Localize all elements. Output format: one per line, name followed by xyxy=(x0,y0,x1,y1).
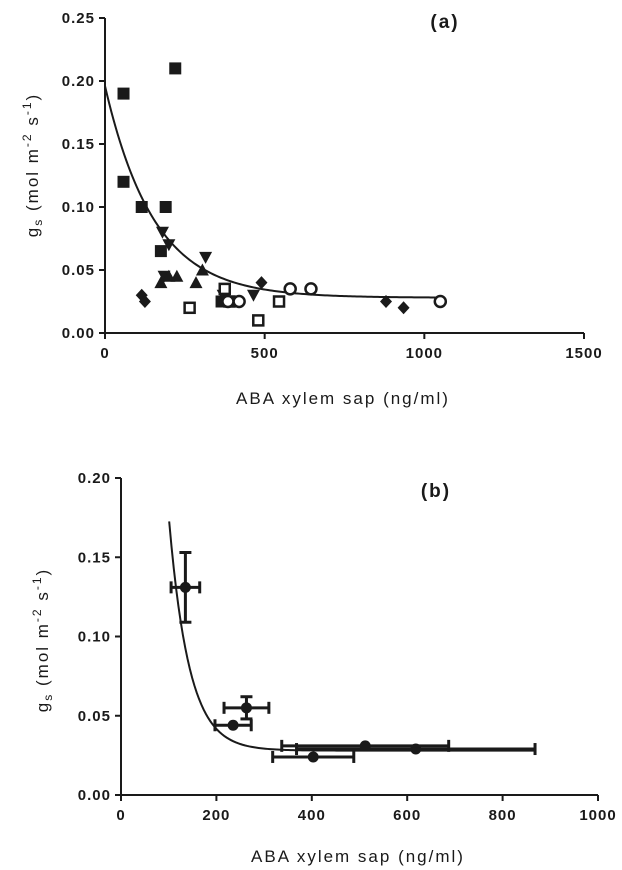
data-point-triangle-up xyxy=(170,270,183,282)
fit-curve-a xyxy=(105,86,443,297)
y-tick-label-a: 0.15 xyxy=(62,136,95,153)
y-tick-label-b: 0.20 xyxy=(78,470,111,487)
data-point-circle-filled xyxy=(410,744,421,755)
data-point-circle-open xyxy=(222,296,233,307)
x-tick-label-b: 200 xyxy=(202,807,230,824)
y-axis-title-b: gs (mol m-2 s-1) xyxy=(30,568,55,712)
data-point-diamond xyxy=(398,301,410,314)
data-point-circle-open xyxy=(305,283,316,294)
data-point-square-open xyxy=(185,303,195,313)
x-tick-label-a: 0 xyxy=(100,345,109,362)
data-point-square-filled xyxy=(136,201,148,213)
data-point-circle-filled xyxy=(241,702,252,713)
y-tick-label-b: 0.05 xyxy=(78,708,111,725)
y-tick-label-a: 0.20 xyxy=(62,73,95,90)
x-tick-label-b: 800 xyxy=(489,807,517,824)
x-tick-label-b: 0 xyxy=(116,807,125,824)
fit-curve-b xyxy=(169,521,536,750)
data-point-circle-open xyxy=(435,296,446,307)
data-point-diamond xyxy=(255,276,267,289)
y-tick-label-a: 0.05 xyxy=(62,262,95,279)
chart-panel-a: 0 500 1000 1500 0.00 0.05 0.10 0.15 0.20 0.25 (a)… xyxy=(20,10,603,408)
panel-label-b: (b) xyxy=(421,481,451,502)
data-point-circle-filled xyxy=(228,720,239,731)
y-tick-label-b: 0.00 xyxy=(78,787,111,804)
x-tick-label-b: 1000 xyxy=(579,807,616,824)
data-point-triangle-up xyxy=(190,276,203,288)
y-tick-label-b: 0.15 xyxy=(78,549,111,566)
x-tick-label-a: 500 xyxy=(251,345,279,362)
data-point-circle-open xyxy=(285,283,296,294)
y-tick-label-a: 0.25 xyxy=(62,10,95,27)
x-tick-label-a: 1500 xyxy=(565,345,602,362)
x-tick-label-b: 600 xyxy=(393,807,421,824)
data-point-circle-open xyxy=(234,296,245,307)
data-point-square-filled xyxy=(160,201,172,213)
chart-panel-b: 0 200 400 600 800 1000 0.00 0.05 0.10 0.15 0.20 (b… xyxy=(30,470,617,866)
y-axis-title-a: gs (mol m-2 s-1) xyxy=(20,93,45,237)
x-tick-label-b: 400 xyxy=(298,807,326,824)
data-point-square-open xyxy=(253,315,263,325)
data-point-square-filled xyxy=(155,245,167,257)
data-point-square-filled xyxy=(169,62,181,74)
x-axis-title-a: ABA xylem sap (ng/ml) xyxy=(236,389,450,408)
data-point-circle-filled xyxy=(308,751,319,762)
y-tick-label-a: 0.10 xyxy=(62,199,95,216)
y-tick-label-b: 0.10 xyxy=(78,629,111,646)
data-point-square-open xyxy=(274,297,284,307)
x-tick-label-a: 1000 xyxy=(406,345,443,362)
data-point-square-filled xyxy=(118,88,130,100)
data-point-square-open xyxy=(220,284,230,294)
data-point-triangle-down xyxy=(199,252,212,264)
data-point-triangle-down xyxy=(247,290,260,302)
panel-label-a: (a) xyxy=(430,12,459,33)
y-tick-label-a: 0.00 xyxy=(62,325,95,342)
data-point-circle-filled xyxy=(180,582,191,593)
x-axis-title-b: ABA xylem sap (ng/ml) xyxy=(251,847,465,866)
data-point-square-filled xyxy=(118,176,130,188)
